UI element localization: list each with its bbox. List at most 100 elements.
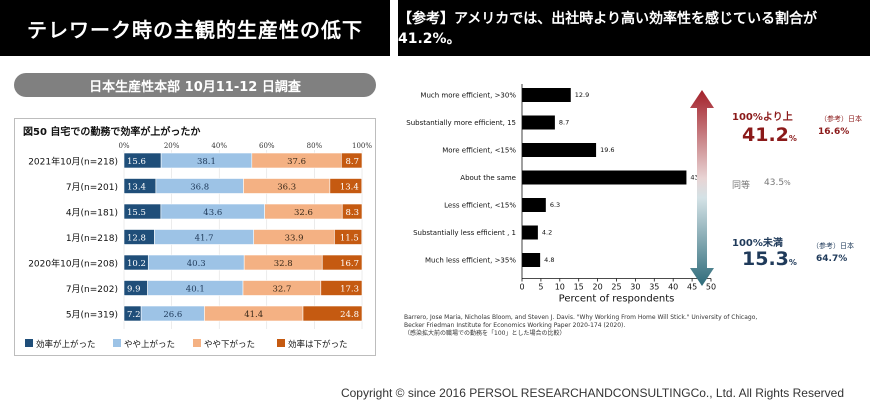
japan-chart-legend-swatch: [25, 339, 33, 347]
japan-chart-data-label: 43.6: [203, 208, 222, 218]
japan-chart-category-label: 2020年10月(n=208): [28, 258, 118, 270]
japan-chart-category-label: 7月(n=202): [66, 284, 118, 295]
japan-chart-data-label: 17.3: [340, 285, 359, 295]
japan-chart-data-label: 40.1: [186, 285, 205, 295]
us-efficiency-chart: Much more efficient, >30% 12.9 Substantial…: [406, 84, 716, 305]
japan-chart-data-label: 12.8: [127, 234, 146, 244]
source-note-line2: Becker Friedman Institute for Economics …: [404, 322, 626, 329]
japan-chart-data-label: 9.9: [127, 285, 141, 295]
japan-chart-category-label: 2021年10月(n=218): [28, 156, 118, 168]
us-chart-category-label: More efficient, <15%: [442, 147, 516, 155]
japan-chart-xtick: 100%: [352, 142, 372, 150]
japan-chart-legend-label: 効率は下がった: [288, 339, 348, 350]
us-chart-bar: [522, 115, 555, 130]
japan-chart-bar-segment: [334, 229, 363, 245]
japan-chart-xtick: 0%: [118, 142, 129, 150]
japan-chart-bar-segment: [302, 305, 363, 322]
us-chart-xtick: 45: [687, 283, 697, 292]
us-chart-bar: [522, 225, 538, 240]
source-note-line1: Barrero, Jose Maria, Nicholas Bloom, and…: [404, 314, 758, 321]
japan-chart-data-label: 32.7: [272, 285, 291, 295]
japan-chart-category-label: 1月(n=218): [66, 233, 118, 244]
us-chart-category-label: Less efficient, <15%: [444, 202, 516, 210]
below-ref-label: （参考）日本: [812, 242, 854, 250]
us-chart-xtick: 30: [630, 283, 640, 292]
us-chart-bar: [522, 88, 571, 102]
japan-chart-category-label: 4月(n=181): [66, 208, 118, 219]
japan-chart-data-label: 8.7: [345, 157, 359, 167]
japan-chart-bar-segment: [340, 152, 363, 169]
japan-chart-data-label: 36.3: [277, 183, 296, 193]
japan-chart-data-label: 10.2: [127, 259, 146, 269]
japan-chart-xtick: 60%: [259, 142, 275, 150]
japan-chart-legend-swatch: [277, 339, 285, 347]
same-value-unit: %: [784, 179, 791, 187]
right-header: 【参考】アメリカでは、出社時より高い効率性を感じている割合が41.2%。: [398, 0, 870, 56]
japan-chart-data-label: 40.3: [187, 259, 206, 269]
above-value: 41.2%: [742, 124, 797, 146]
above-ref-label: （参考）日本: [820, 115, 862, 123]
same-value: 43.5%: [764, 178, 791, 188]
us-chart-xtick: 40: [668, 283, 678, 292]
us-chart-xlabel: Percent of respondents: [559, 294, 675, 305]
japan-chart-data-label: 41.7: [195, 234, 214, 244]
japan-chart-svg: 図50 自宅での勤務で効率が上がったか 0% 20% 40% 60% 80% 100% 202…: [23, 125, 372, 350]
japan-chart-data-label: 11.5: [340, 234, 359, 244]
japan-chart-data-label: 37.6: [287, 157, 306, 167]
below-label: 100%未満: [732, 238, 783, 249]
japan-chart-xtick: 20%: [164, 142, 180, 150]
us-chart-data-label: 4.2: [542, 229, 552, 237]
above-value-unit: %: [788, 134, 797, 143]
summary-panel: 100%より上 41.2% （参考）日本 16.6% 同等 43.5% 100%…: [690, 80, 870, 290]
japan-chart-data-label: 24.8: [340, 310, 359, 320]
us-chart-bar: [522, 198, 546, 212]
us-chart-bar: [522, 253, 541, 267]
us-chart-data-label: 4.8: [544, 256, 554, 264]
us-chart-xtick: 10: [555, 283, 565, 292]
japan-chart-xtick: 80%: [307, 142, 323, 150]
survey-label-text: 日本生産性本部 10月11-12 日調査: [89, 79, 301, 95]
japan-chart-bar-segment: [320, 280, 363, 296]
efficiency-arrow-icon: [690, 90, 714, 286]
japan-chart-data-label: 36.8: [190, 183, 209, 193]
below-value-unit: %: [788, 258, 797, 267]
us-chart-data-label: 8.7: [559, 119, 569, 127]
japan-chart-data-label: 13.4: [340, 183, 359, 193]
copyright-text: Copyright © since 2016 PERSOL RESEARCHAN…: [340, 386, 844, 400]
survey-label: 日本生産性本部 10月11-12 日調査: [14, 73, 376, 97]
left-header-title: テレワーク時の主観的生産性の低下: [27, 17, 363, 42]
us-chart-category-label: Substantially less efficient , 1: [413, 229, 516, 237]
us-chart-category-label: Much less efficient, >35%: [425, 257, 516, 265]
above-value-number: 41.2: [742, 124, 789, 146]
us-chart-xtick: 15: [574, 283, 584, 292]
japan-chart-data-label: 41.4: [244, 310, 263, 320]
left-header: テレワーク時の主観的生産性の低下: [0, 0, 390, 56]
japan-chart-data-label: 32.6: [294, 208, 313, 218]
japan-chart-legend-label: 効率が上がった: [36, 339, 96, 350]
japan-chart-data-label: 33.9: [285, 234, 304, 244]
copyright: Copyright © since 2016 PERSOL RESEARCHAN…: [0, 386, 870, 400]
japan-chart-data-label: 32.8: [274, 259, 293, 269]
japan-chart-data-label: 16.7: [340, 259, 359, 269]
above-ref-value: 16.6%: [818, 127, 850, 137]
us-chart-xtick: 20: [593, 283, 603, 292]
japan-chart-bar-segment: [341, 203, 363, 220]
us-chart-category-label: About the same: [460, 174, 516, 182]
japan-chart-bar-segment: [329, 178, 363, 194]
above-label: 100%より上: [732, 112, 793, 123]
us-chart-category-label: Substantially more efficient, 15: [406, 119, 516, 127]
source-note: Barrero, Jose Maria, Nicholas Bloom, and…: [404, 314, 844, 338]
us-chart-xtick: 5: [538, 283, 543, 292]
japan-chart-category-label: 7月(n=201): [66, 182, 118, 193]
japan-chart-legend-swatch: [113, 339, 121, 347]
us-chart-bar: [522, 143, 597, 157]
japan-chart-data-label: 38.1: [197, 157, 216, 167]
japan-chart-legend-label: やや上がった: [124, 339, 175, 350]
right-header-title: 【参考】アメリカでは、出社時より高い効率性を感じている割合が41.2%。: [398, 11, 818, 47]
same-label: 同等: [732, 181, 751, 191]
us-chart-xtick: 50: [706, 283, 716, 292]
japan-chart-data-label: 15.5: [127, 208, 146, 218]
japan-chart-legend-swatch: [193, 339, 201, 347]
us-chart-xtick: 0: [519, 283, 524, 292]
us-chart-data-label: 12.9: [575, 91, 589, 99]
